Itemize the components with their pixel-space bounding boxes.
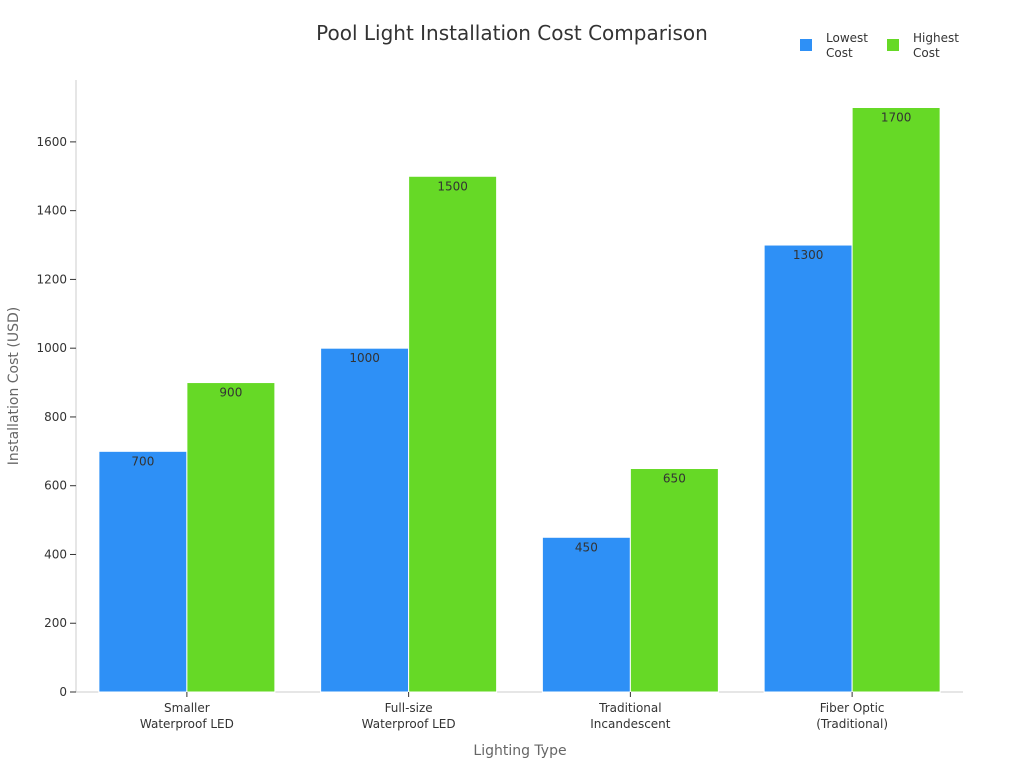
x-tick-label-line: Fiber Optic [820,701,885,715]
data-label: 900 [219,386,242,400]
y-tick-label: 1200 [36,272,67,286]
legend-swatch [887,39,899,51]
bar-highest-cost [851,107,941,693]
legend-label-line: Cost [913,46,940,60]
data-label: 650 [663,472,686,486]
x-tick-label-line: Traditional [598,701,661,715]
bar-lowest-cost [98,450,188,693]
y-tick-label: 400 [44,547,67,561]
bar-lowest-cost [763,244,853,693]
x-tick-label-line: Incandescent [590,717,671,731]
bar-highest-cost [408,175,498,693]
x-tick-label-line: Waterproof LED [140,717,234,731]
bar-highest-cost [629,468,719,693]
data-label: 1700 [881,111,912,125]
legend-label: Highest Cost [913,31,959,60]
data-label: 1000 [349,351,380,365]
y-tick-label: 200 [44,616,67,630]
y-tick-label: 1600 [36,135,67,149]
y-tick-label: 0 [59,685,67,699]
x-tick-label: Full-size Waterproof LED [362,701,456,731]
data-label: 1500 [437,179,468,193]
y-tick-label: 1000 [36,341,67,355]
legend-swatch [800,39,812,51]
data-label: 450 [575,540,598,554]
legend-label: Lowest Cost [826,31,868,60]
x-tick-label-line: Full-size [385,701,433,715]
y-axis-title: Installation Cost (USD) [6,307,22,465]
legend-label-line: Cost [826,46,853,60]
x-tick-label-line: Smaller [164,701,210,715]
x-tick-label: Smaller Waterproof LED [140,701,234,731]
legend-label-line: Lowest [826,31,868,45]
y-tick-label: 600 [44,479,67,493]
data-label: 700 [131,454,154,468]
bar-lowest-cost [320,347,410,693]
plot-area: 0 200 400 600 800 1000 1200 1400 1600 700 900 Small… [36,80,963,731]
x-tick-label: Fiber Optic (Traditional) [816,701,888,731]
y-tick-label: 800 [44,410,67,424]
data-label: 1300 [793,248,824,262]
bar-highest-cost [186,382,276,693]
x-axis-title: Lighting Type [473,743,566,759]
chart-title: Pool Light Installation Cost Comparison [316,21,708,45]
legend-label-line: Highest [913,31,959,45]
x-tick-label-line: Waterproof LED [362,717,456,731]
bar-lowest-cost [541,536,631,693]
x-tick-label-line: (Traditional) [816,717,888,731]
y-tick-label: 1400 [36,204,67,218]
x-tick-label: Traditional Incandescent [590,701,671,731]
